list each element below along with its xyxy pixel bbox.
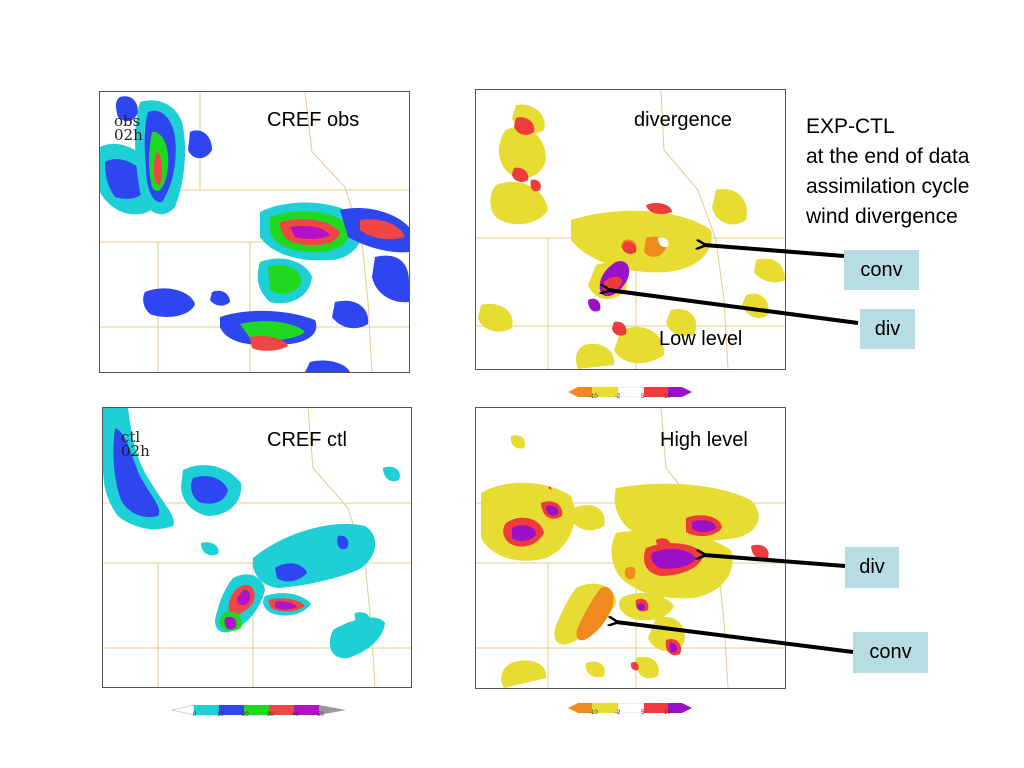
caption-line: EXP-CTL xyxy=(806,115,895,138)
colorbar-tick-labels: 0 10 20 30 40 50 xyxy=(172,712,346,722)
colorbar-tick-labels: -10 -2 5 10 xyxy=(568,394,692,404)
colorbar-tick: 20 xyxy=(242,712,249,718)
corner-label-line2: 02h xyxy=(121,442,150,460)
divergence-low-map xyxy=(476,90,785,369)
ctl-corner-label: ctl 02h xyxy=(121,428,150,460)
low-level-label: Low level xyxy=(659,328,743,350)
caption-line: assimilation cycle xyxy=(806,175,970,198)
div-tag-high: div xyxy=(845,547,899,588)
colorbar-tick: 5 xyxy=(641,394,645,400)
corner-label-line1: obs xyxy=(114,112,141,130)
divergence-colorbar-top: -10 -2 5 10 xyxy=(568,384,692,404)
cref-obs-title: CREF obs xyxy=(267,109,360,131)
colorbar-swatches xyxy=(568,702,692,714)
colorbar-tick: 40 xyxy=(292,712,299,718)
arrow-conv-low xyxy=(704,245,845,258)
high-level-label: High level xyxy=(660,429,748,451)
corner-label-line2: 02h xyxy=(114,126,143,144)
conv-tag-high: conv xyxy=(853,632,928,673)
arrow-div-low xyxy=(608,290,859,325)
colorbar-tick: 0 xyxy=(193,712,197,718)
arrow-div-high xyxy=(704,555,846,568)
colorbar-tick-labels: -10 -2 5 10 xyxy=(568,710,692,720)
cref-obs-map xyxy=(100,92,409,372)
colorbar-tick: 10 xyxy=(664,710,671,716)
div-tag-low: div xyxy=(860,309,915,349)
divergence-high-panel: High level xyxy=(475,407,786,689)
divergence-colorbar-bottom: -10 -2 5 10 xyxy=(568,700,692,720)
colorbar-tick: 10 xyxy=(217,712,224,718)
cref-ctl-map xyxy=(103,408,411,687)
obs-corner-label: obs 02h xyxy=(114,112,143,144)
colorbar-tick: 5 xyxy=(641,710,645,716)
colorbar-tick: -10 xyxy=(589,394,598,400)
colorbar-swatches xyxy=(171,704,346,716)
reflectivity-colorbar: 0 10 20 30 40 50 xyxy=(171,702,346,722)
colorbar-tick: 10 xyxy=(664,394,671,400)
conv-tag-low: conv xyxy=(844,250,919,290)
cref-ctl-title: CREF ctl xyxy=(267,429,347,451)
arrow-conv-high xyxy=(616,622,854,654)
corner-label-line1: ctl xyxy=(121,428,141,446)
caption-line: at the end of data xyxy=(806,145,970,168)
colorbar-tick: -2 xyxy=(615,710,621,716)
caption-block: EXP-CTL at the end of data assimilation … xyxy=(806,112,969,232)
colorbar-swatches xyxy=(568,386,692,398)
cref-obs-panel: obs 02h CREF obs xyxy=(99,91,410,373)
divergence-high-map xyxy=(476,408,785,688)
divergence-low-title: divergence xyxy=(634,109,732,131)
colorbar-tick: 50 xyxy=(317,712,324,718)
colorbar-tick: -2 xyxy=(615,394,621,400)
divergence-low-panel: divergence Low level xyxy=(475,89,786,370)
colorbar-tick: 30 xyxy=(267,712,274,718)
cref-ctl-panel: ctl 02h CREF ctl xyxy=(102,407,412,688)
colorbar-tick: -10 xyxy=(589,710,598,716)
caption-line: wind divergence xyxy=(806,205,958,228)
